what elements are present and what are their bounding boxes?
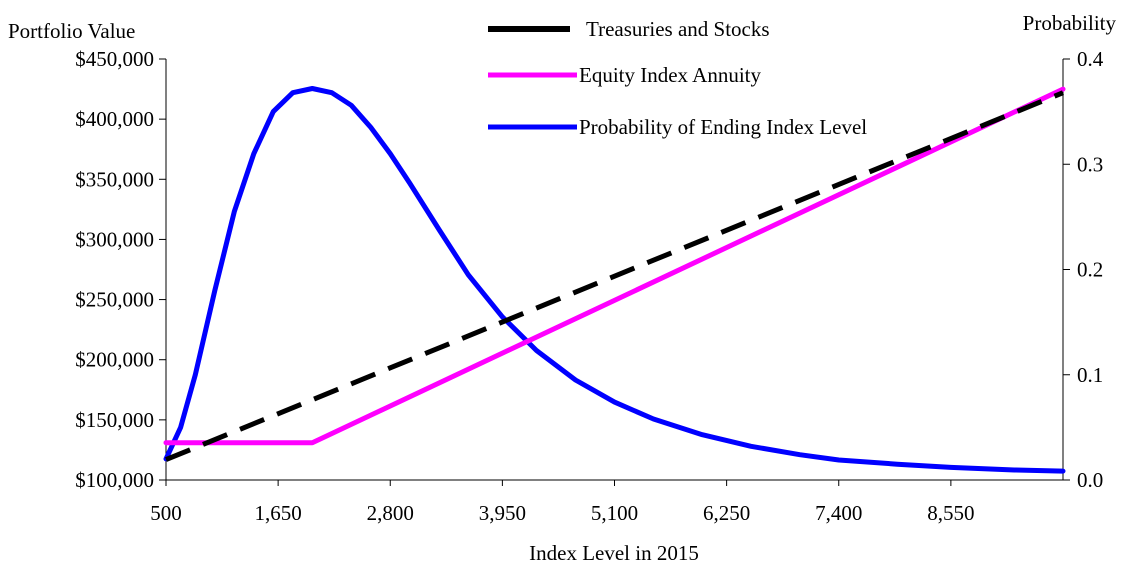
x-tick-label: 3,950: [479, 501, 526, 525]
left-tick-label: $100,000: [75, 468, 154, 492]
x-tick-label: 6,250: [703, 501, 750, 525]
legend: Treasuries and Stocks Equity Index Annuit…: [488, 17, 867, 139]
left-tick-label: $450,000: [75, 47, 154, 71]
right-tick-label: 0.0: [1077, 468, 1103, 492]
right-tick-label: 0.4: [1077, 47, 1104, 71]
left-tick-label: $250,000: [75, 288, 154, 312]
legend-label-2: Probability of Ending Index Level: [579, 115, 867, 139]
x-tick-label: 500: [150, 501, 182, 525]
right-tick-label: 0.1: [1077, 363, 1103, 387]
series-layer: [163, 86, 1066, 474]
legend-label-0: Treasuries and Stocks: [586, 17, 770, 41]
right-tick-label: 0.3: [1077, 152, 1103, 176]
x-tick-label: 2,800: [367, 501, 414, 525]
axes: $100,000 $150,000 $200,000 $250,000 $300,000…: [75, 47, 1104, 525]
legend-label-1: Equity Index Annuity: [579, 63, 761, 87]
series-line-0: [165, 90, 1064, 462]
x-tick-label: 5,100: [591, 501, 638, 525]
series-line-1: [163, 86, 1066, 446]
right-axis-title: Probability: [1023, 11, 1117, 35]
left-tick-label: $300,000: [75, 227, 154, 251]
left-tick-label: $200,000: [75, 348, 154, 372]
right-tick-label: 0.2: [1077, 258, 1103, 282]
x-tick-label: 1,650: [255, 501, 302, 525]
x-axis-title: Index Level in 2015: [529, 541, 699, 565]
series-line-2: [163, 86, 1066, 474]
x-tick-label: 8,550: [927, 501, 974, 525]
left-tick-label: $150,000: [75, 408, 154, 432]
left-tick-label: $350,000: [75, 167, 154, 191]
left-tick-label: $400,000: [75, 107, 154, 131]
left-axis-title: Portfolio Value: [8, 19, 135, 43]
x-tick-label: 7,400: [815, 501, 862, 525]
